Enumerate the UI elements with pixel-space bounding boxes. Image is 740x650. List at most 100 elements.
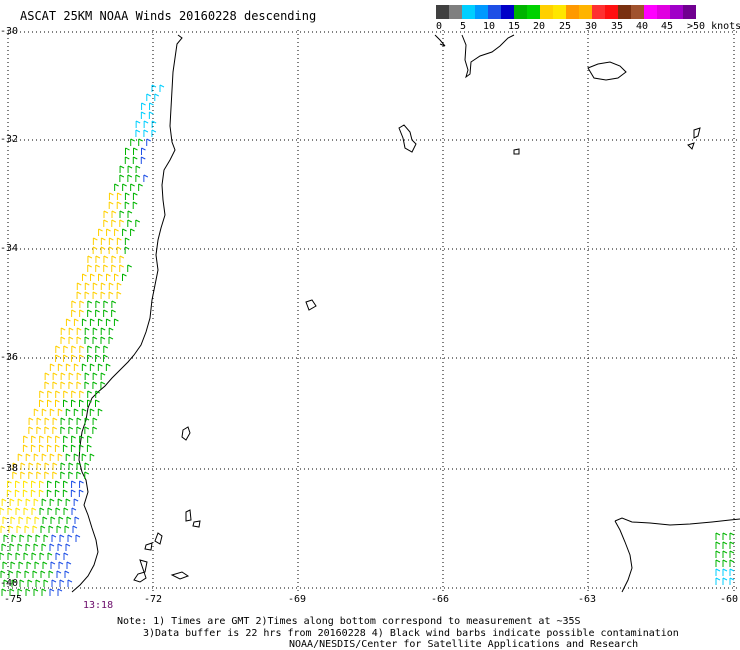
wind-barb (151, 129, 157, 137)
wind-barb (130, 138, 135, 146)
colorbar-swatch (449, 5, 462, 19)
wind-barb (40, 570, 46, 578)
wind-barb (722, 568, 728, 576)
wind-barb (127, 219, 133, 227)
wind-barb (33, 453, 39, 461)
wind-barb (9, 588, 15, 596)
wind-barb (74, 516, 80, 524)
wind-barb (57, 363, 63, 371)
wind-barb (43, 579, 49, 587)
wind-barb (0, 570, 6, 578)
wind-barb (84, 471, 90, 479)
wind-barb (95, 390, 100, 398)
wind-barb (57, 588, 63, 596)
wind-barb (100, 282, 106, 290)
wind-barb (63, 345, 69, 353)
wind-barb (722, 541, 728, 549)
wind-barb (133, 147, 138, 155)
wind-barb (71, 390, 76, 398)
wind-barb (87, 435, 92, 443)
wind-barb (55, 552, 61, 560)
wind-barb (18, 561, 24, 569)
wind-barb (108, 327, 114, 335)
wind-barb (105, 363, 111, 371)
wind-barb (68, 417, 74, 425)
wind-barb (84, 282, 90, 290)
wind-barb (30, 444, 36, 452)
wind-barb (25, 453, 31, 461)
wind-barb (95, 354, 100, 362)
colorbar-swatch (631, 5, 644, 19)
wind-barb (48, 525, 54, 533)
island (398, 124, 417, 153)
argentina-coastline (461, 34, 515, 79)
wind-barb (65, 453, 71, 461)
wind-barb (38, 444, 44, 452)
colorbar-swatch (553, 5, 566, 19)
wind-barb (68, 426, 74, 434)
wind-barb (54, 444, 60, 452)
wind-barb (95, 300, 101, 308)
wind-barb (135, 219, 141, 227)
wind-barb (39, 480, 44, 488)
wind-barb (87, 264, 92, 272)
colorbar-label: 40 (636, 21, 649, 32)
colorbar-swatch (566, 5, 579, 19)
wind-barb (44, 462, 50, 470)
wind-barb (140, 156, 146, 164)
wind-barb (38, 489, 44, 497)
wind-barb (76, 336, 82, 344)
wind-barb (114, 228, 119, 236)
wind-barb (52, 372, 58, 380)
wind-barb (87, 354, 92, 362)
colorbar-swatch (462, 5, 475, 19)
wind-barb (108, 282, 114, 290)
wind-barb (92, 291, 98, 299)
wind-barb (151, 120, 157, 128)
wind-barb (127, 210, 133, 218)
wind-barb (87, 309, 92, 317)
wind-barb (87, 345, 93, 353)
wind-barb (140, 111, 146, 119)
wind-barb (143, 174, 149, 182)
wind-barb (106, 273, 111, 281)
wind-barb (70, 444, 76, 452)
island (144, 542, 153, 551)
wind-barb (79, 354, 84, 362)
wind-barb (141, 147, 146, 155)
wind-barb (11, 579, 17, 587)
colorbar-swatch (436, 5, 449, 19)
wind-barb (47, 435, 52, 443)
wind-barb (55, 480, 60, 488)
wind-barb (0, 507, 5, 515)
colorbar-label: 25 (559, 21, 572, 32)
wind-barb (108, 246, 114, 254)
colorbar-swatch (579, 5, 592, 19)
wind-barb (111, 219, 117, 227)
wind-barb (17, 588, 23, 596)
wind-barb (87, 390, 92, 398)
wind-barb (71, 300, 77, 308)
wind-barb (722, 532, 728, 540)
colorbar-swatch (475, 5, 488, 19)
wind-barb (66, 516, 72, 524)
wind-barb (103, 210, 109, 218)
colorbar-label: 10 (483, 21, 496, 32)
wind-barb (41, 543, 47, 551)
wind-barb (30, 489, 36, 497)
wind-barb (715, 568, 721, 576)
wind-barb (60, 471, 66, 479)
wind-barb (41, 498, 47, 506)
wind-barb (92, 246, 98, 254)
wind-barb (23, 480, 28, 488)
wind-barb (47, 507, 53, 515)
wind-barb (729, 550, 735, 558)
wind-barb (50, 516, 56, 524)
wind-barb (84, 336, 90, 344)
wind-barb (48, 570, 54, 578)
wind-barb (56, 570, 62, 578)
wind-barb (16, 525, 22, 533)
pass-time-label: 13:18 (83, 600, 114, 611)
wind-barb (729, 559, 735, 567)
wind-barb (68, 471, 74, 479)
